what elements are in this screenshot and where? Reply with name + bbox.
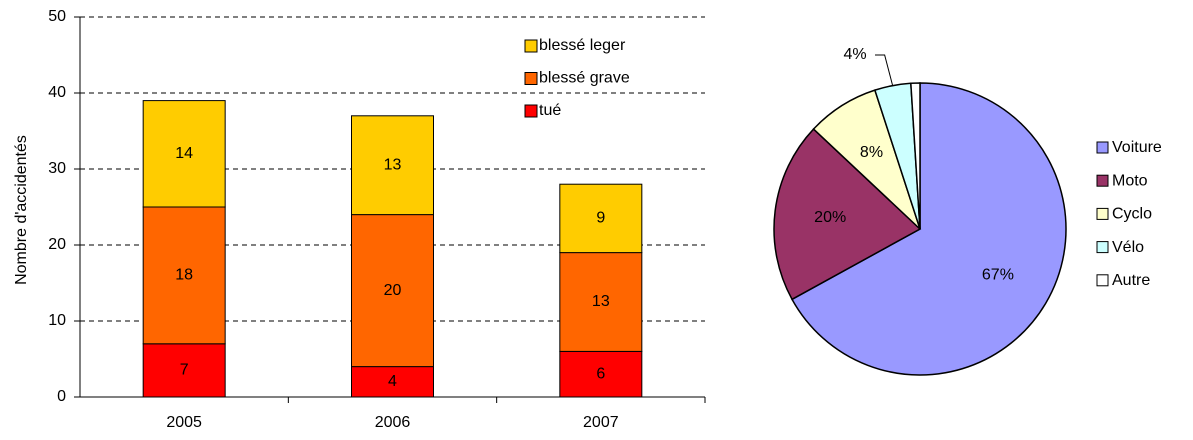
bar-segment bbox=[142, 206, 226, 345]
legend-label: tué bbox=[539, 102, 561, 119]
x-tick-label: 2006 bbox=[375, 414, 411, 431]
legend-swatch bbox=[1096, 174, 1109, 187]
y-tick-label: 40 bbox=[48, 84, 66, 101]
data-label: 18 bbox=[175, 267, 193, 284]
legend-swatch bbox=[524, 72, 538, 85]
bar-segment bbox=[351, 214, 434, 368]
bar-segment bbox=[142, 343, 226, 398]
data-label: 67% bbox=[982, 266, 1014, 283]
y-tick-label: 50 bbox=[48, 8, 66, 25]
data-label: 13 bbox=[384, 156, 402, 173]
legend-swatch bbox=[1096, 274, 1109, 287]
legend-swatch bbox=[524, 39, 538, 53]
x-tick-label: 2007 bbox=[583, 414, 619, 431]
legend-label: Autre bbox=[1112, 272, 1150, 289]
bar-segment bbox=[351, 115, 434, 216]
legend-label: Voiture bbox=[1112, 139, 1162, 156]
pie-slice bbox=[791, 82, 1067, 376]
data-label: 7 bbox=[180, 362, 189, 379]
legend-swatch bbox=[524, 104, 538, 118]
y-tick-label: 0 bbox=[57, 388, 66, 405]
legend-label: Cyclo bbox=[1112, 206, 1152, 223]
data-label: 20% bbox=[814, 209, 846, 226]
bar-segment bbox=[351, 366, 434, 398]
y-tick-label: 20 bbox=[48, 236, 66, 253]
bar-segment bbox=[559, 183, 643, 254]
y-tick-label: 10 bbox=[48, 312, 66, 329]
x-tick-label: 2005 bbox=[166, 414, 202, 431]
leader-line bbox=[875, 54, 894, 86]
data-label: 14 bbox=[175, 145, 193, 162]
y-tick-label: 30 bbox=[48, 160, 66, 177]
bar-segment bbox=[142, 100, 226, 208]
legend-label: Moto bbox=[1112, 172, 1148, 189]
data-label: 13 bbox=[592, 293, 610, 310]
legend-swatch bbox=[1096, 241, 1109, 254]
legend-swatch bbox=[1096, 207, 1109, 220]
data-label: 6 bbox=[596, 365, 605, 382]
pie-slice bbox=[773, 127, 922, 301]
legend-label: Vélo bbox=[1112, 239, 1144, 256]
data-label: 20 bbox=[384, 282, 402, 299]
data-label: 9 bbox=[596, 210, 605, 227]
bar-segment bbox=[559, 252, 643, 352]
legend-label: blessé grave bbox=[539, 70, 630, 87]
data-label: 4 bbox=[388, 373, 397, 390]
pie-slice bbox=[910, 82, 921, 230]
y-axis-label: Nombre d'accidentés bbox=[13, 135, 30, 285]
data-label: 4% bbox=[843, 46, 866, 63]
data-label: 8% bbox=[860, 144, 883, 161]
legend-swatch bbox=[1096, 141, 1109, 154]
legend-label: blessé leger bbox=[539, 37, 626, 54]
